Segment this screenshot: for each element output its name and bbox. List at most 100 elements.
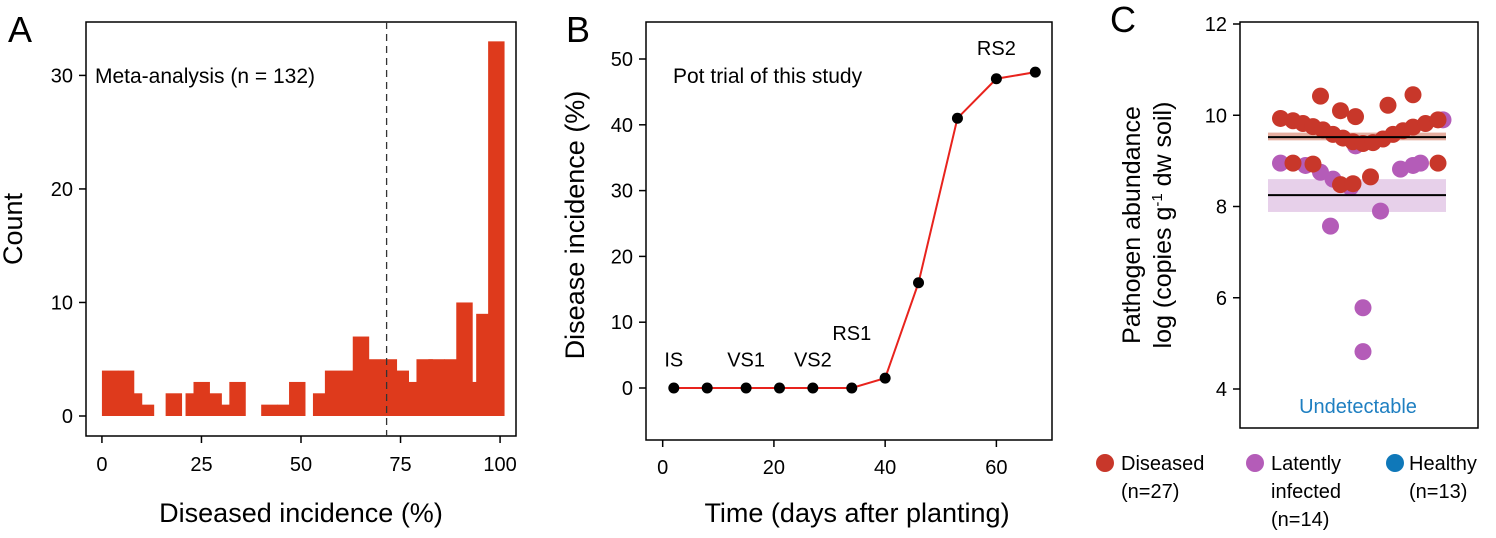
diseased-point xyxy=(1312,87,1329,105)
data-point xyxy=(668,382,680,394)
diseased-point xyxy=(1429,154,1447,172)
y-label-part-a: log (copies g xyxy=(1149,207,1177,349)
y-tick-label: 10 xyxy=(611,312,633,334)
legend-marker-latent xyxy=(1246,454,1264,472)
panel-label-b: B xyxy=(566,9,590,50)
latent-point xyxy=(1354,343,1372,361)
data-point xyxy=(701,382,713,394)
point-label: VS2 xyxy=(794,349,832,371)
point-label: IS xyxy=(664,349,683,371)
panel-label-a: A xyxy=(8,9,32,50)
y-tick-label: 10 xyxy=(1205,105,1227,127)
x-tick-label: 40 xyxy=(874,457,896,479)
legend-label: Healthy xyxy=(1409,453,1477,475)
x-tick-label: 0 xyxy=(657,457,668,479)
data-point xyxy=(913,277,925,289)
panel-a-ticks: 0 25 50 75 100 0 10 20 30 xyxy=(51,65,517,476)
diseased-point xyxy=(1304,155,1322,173)
point-label: RS1 xyxy=(832,323,871,345)
histogram-bar xyxy=(101,370,119,416)
data-point xyxy=(990,73,1002,85)
panel-c-frame xyxy=(1239,21,1479,429)
y-tick-label: 4 xyxy=(1216,379,1227,401)
histogram-bar xyxy=(428,359,445,416)
panel-b-x-axis-label: Time (days after planting) xyxy=(704,498,1009,528)
x-tick-label: 20 xyxy=(763,457,785,479)
diseased-point xyxy=(1284,154,1302,172)
y-tick-label: 8 xyxy=(1216,197,1227,219)
legend-label: Latently xyxy=(1271,453,1341,475)
legend-marker-diseased xyxy=(1096,454,1114,472)
y-tick-label: 6 xyxy=(1216,288,1227,310)
y-tick-label: 30 xyxy=(51,65,73,87)
histogram-bar xyxy=(289,381,306,416)
data-point xyxy=(807,382,819,394)
legend-label: infected xyxy=(1271,481,1341,503)
panel-b-ticks: 0 20 40 60 0 10 20 30 40 50 xyxy=(611,49,1008,479)
legend-label: (n=14) xyxy=(1271,509,1329,531)
histogram-bar xyxy=(137,404,155,416)
x-tick-label: 0 xyxy=(96,454,107,476)
point-label: RS2 xyxy=(977,38,1016,60)
panel-c-y-axis-label-line1: Pathogen abundance xyxy=(1118,106,1146,344)
data-point xyxy=(846,382,858,394)
latent-point xyxy=(1322,217,1339,235)
histogram-bar xyxy=(217,404,234,416)
x-tick-label: 25 xyxy=(190,454,212,476)
y-tick-label: 20 xyxy=(611,246,633,268)
histogram-bar xyxy=(364,359,382,416)
y-tick-label: 20 xyxy=(51,179,73,201)
panel-b-points xyxy=(668,66,1041,394)
panel-c-ticks: 4 6 8 10 12 xyxy=(1205,14,1240,401)
y-tick-label: 12 xyxy=(1205,14,1227,36)
data-point xyxy=(773,382,785,394)
latent-point xyxy=(1354,299,1372,317)
y-label-part-b: dw soil) xyxy=(1149,102,1177,194)
panel-c-y-axis-label-line2: log (copies g-1 dw soil) xyxy=(1149,102,1177,349)
diseased-point xyxy=(1379,96,1397,114)
diseased-point xyxy=(1332,176,1349,194)
x-tick-label: 50 xyxy=(290,454,312,476)
panel-a-x-axis-label: Diseased incidence (%) xyxy=(159,498,443,528)
y-tick-label: 0 xyxy=(622,378,633,400)
histogram-bar xyxy=(261,404,278,416)
panel-a-y-axis-label: Count xyxy=(0,192,28,265)
data-point xyxy=(879,372,891,384)
x-tick-label: 60 xyxy=(985,457,1007,479)
histogram-bar xyxy=(324,370,342,416)
y-tick-label: 30 xyxy=(611,181,633,203)
point-label: VS1 xyxy=(727,349,765,371)
histogram-bar xyxy=(488,41,505,417)
latent-point xyxy=(1372,202,1389,220)
panel-c-mean-lines xyxy=(1268,136,1446,197)
y-tick-label: 40 xyxy=(611,115,633,137)
panel-a: A 0 25 50 75 100 0 10 20 30 Meta-analysis (n = 1… xyxy=(0,9,517,528)
panel-b-y-axis-label: Disease incidence (%) xyxy=(560,91,590,360)
panel-label-c: C xyxy=(1110,0,1136,40)
panel-a-bars xyxy=(101,41,505,417)
panel-c-points xyxy=(1272,86,1452,361)
y-tick-label: 10 xyxy=(51,292,73,314)
histogram-bar xyxy=(165,393,183,416)
panel-c-legend: Diseased (n=27) Latently infected (n=14) Heal… xyxy=(1096,453,1477,531)
diseased-point xyxy=(1332,102,1349,120)
data-point xyxy=(1029,66,1041,78)
diseased-point xyxy=(1347,108,1364,126)
panel-a-annotation: Meta-analysis (n = 132) xyxy=(95,65,315,88)
y-tick-label: 50 xyxy=(611,49,633,71)
panel-b-frame xyxy=(645,21,1053,441)
latent-point xyxy=(1272,154,1289,172)
x-tick-label: 75 xyxy=(389,454,411,476)
y-label-superscript: -1 xyxy=(1149,193,1166,206)
panel-c-undetectable-label: Undetectable xyxy=(1299,396,1417,418)
legend-marker-healthy xyxy=(1386,454,1404,472)
diseased-point xyxy=(1429,111,1447,129)
panel-b-annotation: Pot trial of this study xyxy=(673,65,863,88)
legend-label: Diseased xyxy=(1121,453,1204,475)
histogram-bar xyxy=(277,404,294,416)
diseased-point xyxy=(1344,175,1362,193)
histogram-bar xyxy=(229,381,246,416)
